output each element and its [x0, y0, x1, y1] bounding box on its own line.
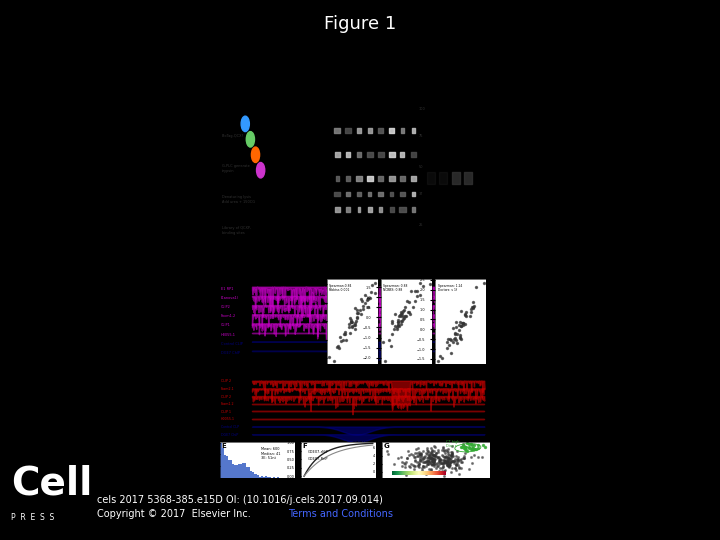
Text: Cell: Cell	[11, 464, 92, 502]
Text: Figure 1: Figure 1	[324, 15, 396, 33]
Text: Terms and Conditions: Terms and Conditions	[288, 509, 393, 519]
Text: cels 2017 5368-385.e15D OI: (10.1016/j.cels.2017.09.014): cels 2017 5368-385.e15D OI: (10.1016/j.c…	[97, 495, 383, 505]
Text: Copyright © 2017  Elsevier Inc.: Copyright © 2017 Elsevier Inc.	[97, 509, 257, 519]
Text: P  R  E  S  S: P R E S S	[11, 513, 54, 522]
